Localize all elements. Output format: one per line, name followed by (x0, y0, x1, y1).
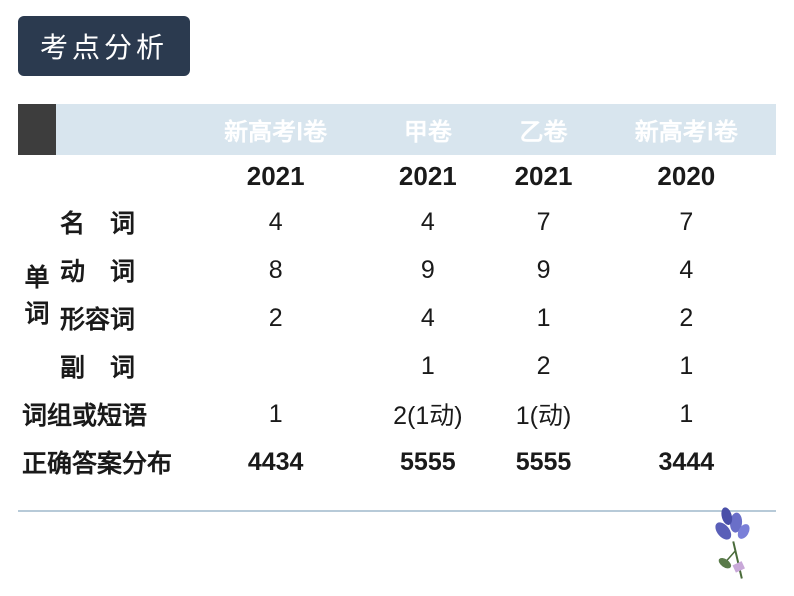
cell: 2 (490, 342, 596, 390)
cell: 3444 (597, 438, 776, 486)
cell: 1 (186, 390, 365, 438)
header-row: 新高考Ⅰ卷 甲卷 乙卷 新高考Ⅰ卷 (18, 104, 776, 155)
cell: 9 (365, 246, 490, 294)
category-vertical: 单词 (18, 198, 56, 390)
cell: 4 (186, 198, 365, 246)
cell: 1 (597, 390, 776, 438)
divider (18, 510, 776, 512)
cell: 1 (365, 342, 490, 390)
year-1: 2021 (186, 155, 365, 198)
header-col-1: 新高考Ⅰ卷 (186, 104, 365, 155)
row-label-adj: 形容词 (56, 294, 186, 342)
cell: 2 (186, 294, 365, 342)
answer-row: 正确答案分布 4434 5555 5555 3444 (18, 438, 776, 486)
cell: 4 (365, 294, 490, 342)
table-row: 单词 名 词 4 4 7 7 (18, 198, 776, 246)
header-col-4: 新高考Ⅰ卷 (597, 104, 776, 155)
row-label-verb: 动 词 (56, 246, 186, 294)
cell: 2(1动) (365, 390, 490, 438)
row-label-adv: 副 词 (56, 342, 186, 390)
cell: 4 (597, 246, 776, 294)
header-corner (18, 104, 56, 155)
analysis-table-container: 新高考Ⅰ卷 甲卷 乙卷 新高考Ⅰ卷 2021 2021 2021 2020 单词… (18, 104, 776, 486)
table-row: 副 词 1 2 1 (18, 342, 776, 390)
cell: 7 (490, 198, 596, 246)
analysis-table: 新高考Ⅰ卷 甲卷 乙卷 新高考Ⅰ卷 2021 2021 2021 2020 单词… (18, 104, 776, 486)
cell: 5555 (490, 438, 596, 486)
year-row: 2021 2021 2021 2020 (18, 155, 776, 198)
cell: 5555 (365, 438, 490, 486)
cell (186, 342, 365, 390)
cell: 2 (597, 294, 776, 342)
table-row: 形容词 2 4 1 2 (18, 294, 776, 342)
cell: 1 (490, 294, 596, 342)
year-3: 2021 (490, 155, 596, 198)
header-col-3: 乙卷 (490, 104, 596, 155)
phrase-row: 词组或短语 1 2(1动) 1(动) 1 (18, 390, 776, 438)
cell: 8 (186, 246, 365, 294)
cell: 1 (597, 342, 776, 390)
row-label-answer: 正确答案分布 (18, 438, 186, 486)
cell: 4434 (186, 438, 365, 486)
header-blank (56, 104, 186, 155)
year-4: 2020 (597, 155, 776, 198)
table-row: 动 词 8 9 9 4 (18, 246, 776, 294)
row-label-noun: 名 词 (56, 198, 186, 246)
year-2: 2021 (365, 155, 490, 198)
header-col-2: 甲卷 (365, 104, 490, 155)
page-title: 考点分析 (18, 16, 190, 76)
cell: 4 (365, 198, 490, 246)
cell: 9 (490, 246, 596, 294)
row-label-phrase: 词组或短语 (18, 390, 186, 438)
cell: 7 (597, 198, 776, 246)
cell: 1(动) (490, 390, 596, 438)
